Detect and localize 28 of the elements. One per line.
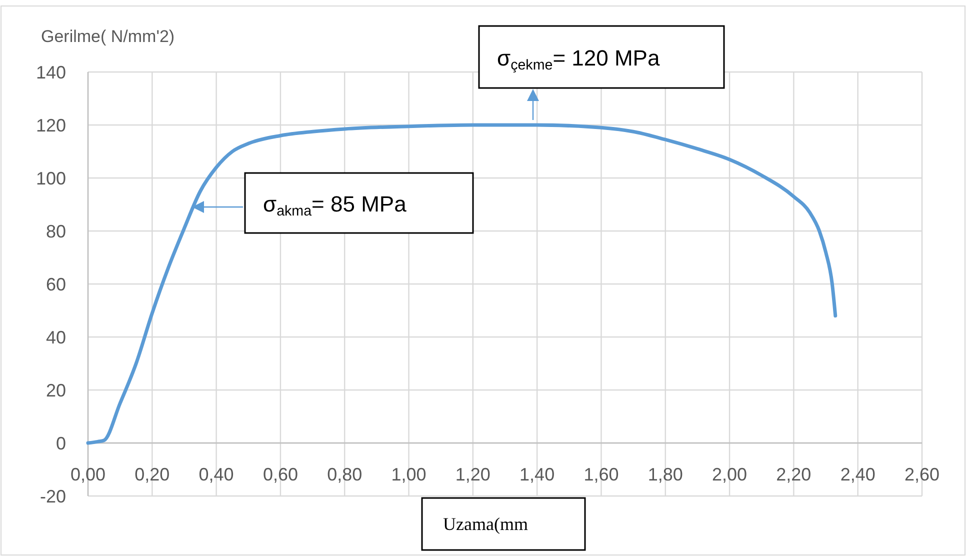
x-tick-label: 0,00	[70, 464, 106, 484]
x-tick-label: 1,20	[455, 464, 490, 484]
x-axis-title: Uzama(mm	[443, 514, 528, 534]
x-tick-label: 1,40	[520, 464, 555, 484]
y-tick-label: 60	[46, 274, 66, 294]
x-tick-label: 1,60	[584, 464, 619, 484]
y-axis-title: Gerilme( N/mm'2)	[41, 27, 175, 46]
x-tick-label: 2,40	[840, 464, 876, 484]
line-series	[86, 123, 838, 445]
annotation: σ$_{çekme}$= 120 MPa	[497, 46, 660, 74]
y-tick-label: 0	[56, 433, 66, 454]
x-tick-label: 0,60	[262, 464, 298, 484]
y-tick-label: 40	[46, 327, 66, 348]
x-tick-label: 2,00	[712, 464, 748, 484]
y-tick-label: 100	[36, 168, 66, 188]
y-tick-label: 80	[46, 221, 66, 242]
annotation: σ$_{akma}$= 85 MPa	[263, 192, 408, 220]
x-tick-label: 0,20	[134, 464, 170, 484]
y-tick-label: 140	[36, 62, 66, 82]
x-tick-label: 0,40	[198, 464, 234, 484]
y-tick-label: 20	[46, 380, 66, 400]
x-tick-label: 1,00	[391, 464, 426, 484]
x-tick-label: 1,80	[648, 464, 683, 484]
y-tick-label: -20	[40, 486, 66, 506]
x-tick-label: 0,80	[327, 464, 362, 484]
y-tick-label: 120	[36, 115, 66, 136]
x-tick-label: 2,60	[904, 464, 940, 484]
x-tick-label: 2,20	[776, 464, 812, 484]
